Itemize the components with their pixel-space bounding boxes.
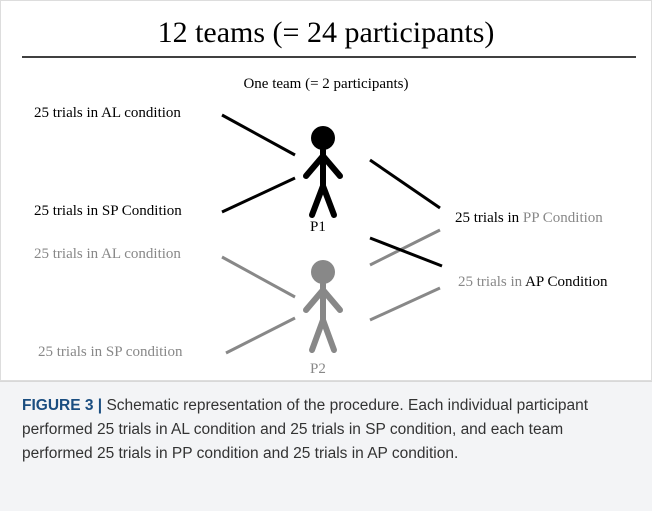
connector: [221, 176, 296, 214]
connectors: [221, 113, 443, 355]
head: [311, 260, 335, 284]
connector: [369, 228, 441, 267]
left-label: 25 trials in AL condition: [34, 105, 181, 121]
figure-p2: [303, 260, 343, 353]
right-label-prefix: 25 trials in: [458, 274, 525, 290]
left-label: 25 trials in AL condition: [34, 246, 181, 262]
participant-label: P1: [310, 219, 326, 235]
connector: [369, 236, 443, 268]
right-label-condition: PP Condition: [523, 210, 603, 226]
participant-label: P2: [310, 361, 326, 377]
diagram: 12 teams (= 24 participants) One team (=…: [0, 0, 652, 381]
right-label-prefix: 25 trials in: [455, 210, 523, 226]
connector: [221, 113, 296, 157]
subtitle: One team (= 2 participants): [243, 76, 408, 92]
body: [303, 147, 343, 218]
caption-label: FIGURE 3 |: [22, 397, 103, 414]
connector: [225, 316, 296, 355]
figure-p1: [303, 126, 343, 218]
body: [303, 281, 343, 353]
head: [311, 126, 335, 150]
connector: [369, 286, 441, 322]
left-label: 25 trials in SP condition: [38, 344, 183, 360]
connector: [221, 255, 296, 299]
right-label: 25 trials in PP Condition: [455, 210, 603, 226]
connector: [369, 158, 441, 210]
title: 12 teams (= 24 participants): [158, 16, 495, 49]
caption-text: Schematic representation of the procedur…: [22, 397, 589, 462]
left-label: 25 trials in SP Condition: [34, 203, 182, 219]
right-label-condition: AP Condition: [525, 274, 608, 290]
caption: FIGURE 3 | Schematic representation of t…: [0, 381, 652, 511]
right-label: 25 trials in AP Condition: [458, 274, 608, 290]
